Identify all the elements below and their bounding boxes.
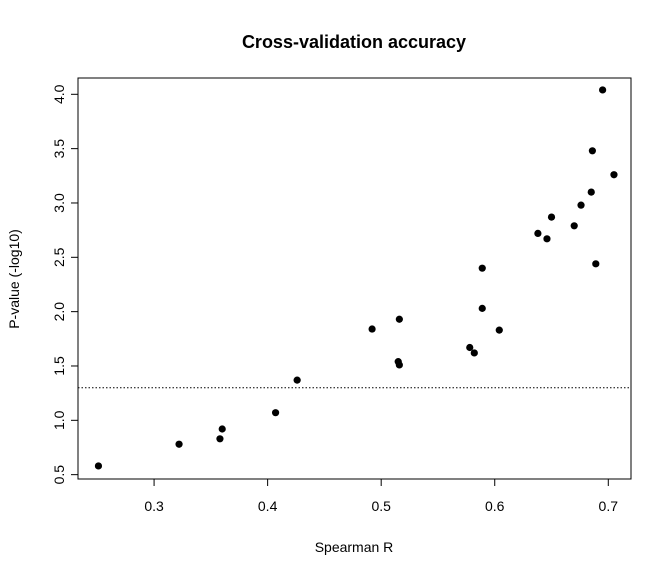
y-tick-label: 1.5 xyxy=(51,356,67,376)
data-point xyxy=(293,376,301,384)
data-point xyxy=(478,304,486,312)
y-tick-label: 4.0 xyxy=(51,84,67,104)
data-point xyxy=(592,260,600,268)
data-point xyxy=(470,349,478,357)
y-tick-label: 3.0 xyxy=(51,193,67,213)
data-point xyxy=(534,229,542,238)
y-axis: 0.5 1.0 1.5 2.0 2.5 3.0 3.5 4.0 xyxy=(51,84,79,485)
x-axis-label: Spearman R xyxy=(315,539,394,555)
data-point xyxy=(543,235,551,243)
x-tick-label: 0.3 xyxy=(144,498,164,514)
data-point xyxy=(466,343,474,352)
data-point xyxy=(570,222,578,230)
x-tick-label: 0.6 xyxy=(485,498,505,514)
data-point xyxy=(216,435,224,443)
x-tick-label: 0.4 xyxy=(258,498,278,514)
y-tick-label: 2.5 xyxy=(51,247,67,267)
chart-title: Cross-validation accuracy xyxy=(242,32,466,52)
points-layer xyxy=(94,86,618,470)
data-point xyxy=(478,264,486,272)
data-point xyxy=(94,462,103,470)
data-point xyxy=(495,326,503,334)
y-tick-label: 1.0 xyxy=(51,410,67,430)
y-tick-label: 0.5 xyxy=(51,465,67,485)
data-point xyxy=(218,425,226,433)
data-point xyxy=(588,147,596,155)
data-point xyxy=(175,440,183,448)
x-axis: 0.3 0.4 0.5 0.6 0.7 xyxy=(144,478,619,514)
data-point xyxy=(587,188,595,196)
data-point xyxy=(395,315,403,323)
data-point xyxy=(610,171,618,179)
x-tick-label: 0.5 xyxy=(371,498,391,514)
data-point xyxy=(599,86,607,94)
y-tick-label: 2.0 xyxy=(51,302,67,322)
data-point xyxy=(271,409,280,417)
data-point xyxy=(368,325,376,333)
data-point xyxy=(547,213,556,221)
data-point xyxy=(395,361,403,369)
y-axis-label: P-value (-log10) xyxy=(6,229,22,329)
data-point xyxy=(577,201,585,209)
plot-frame xyxy=(77,77,632,480)
y-tick-label: 3.5 xyxy=(51,139,67,159)
x-tick-label: 0.7 xyxy=(599,498,619,514)
